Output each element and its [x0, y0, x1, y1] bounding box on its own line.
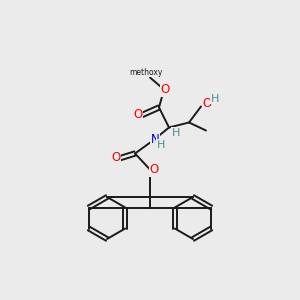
Text: O: O [111, 151, 121, 164]
Text: N: N [151, 133, 159, 146]
Text: O: O [202, 97, 211, 110]
Text: O: O [160, 83, 169, 96]
Text: O: O [134, 108, 142, 121]
Text: H: H [172, 128, 180, 137]
Text: O: O [149, 163, 159, 176]
Text: H: H [211, 94, 219, 103]
Text: H: H [157, 140, 165, 149]
Text: methoxy: methoxy [129, 68, 163, 77]
